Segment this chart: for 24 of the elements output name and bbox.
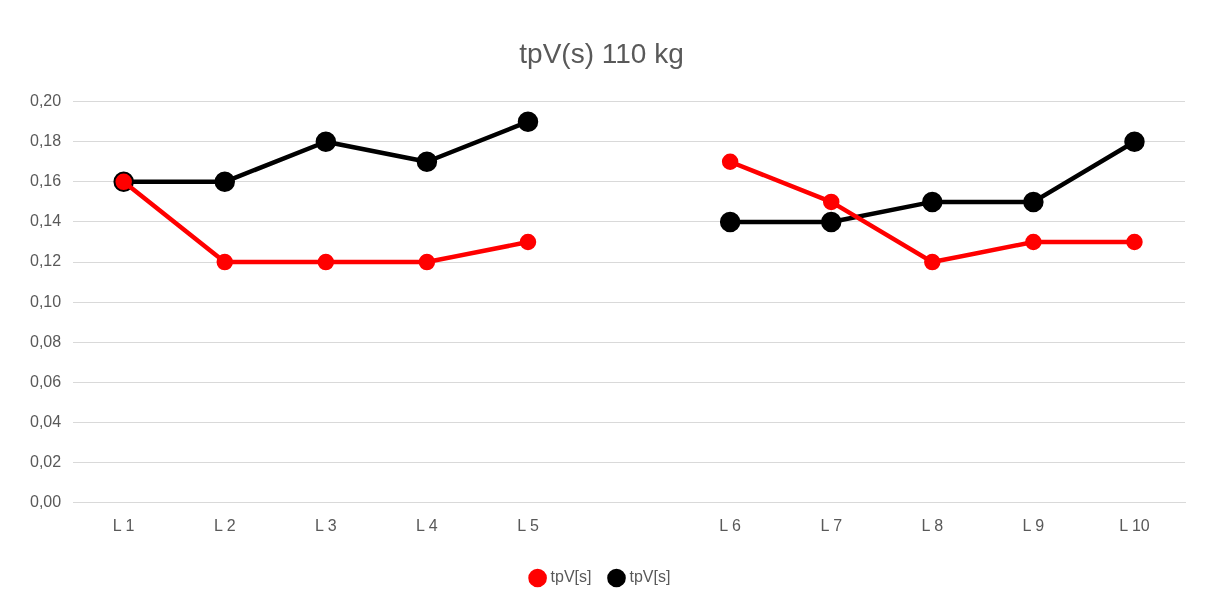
- x-tick-label: L 5: [517, 516, 539, 534]
- x-tick-label: L 3: [315, 516, 337, 534]
- y-tick-label: 0,18: [30, 132, 62, 150]
- x-tick-label: L 6: [719, 516, 742, 534]
- x-tick-label: L 1: [112, 516, 135, 534]
- y-tick-label: 0,20: [30, 92, 62, 110]
- legend-label: tpV[s]: [629, 568, 671, 586]
- y-tick-label: 0,10: [30, 292, 62, 310]
- y-tick-label: 0,06: [30, 372, 62, 390]
- y-tick-label: 0,16: [30, 172, 62, 190]
- x-tick-label: L 4: [416, 516, 438, 534]
- x-tick-label: L 7: [820, 516, 843, 534]
- x-tick-label: L 10: [1119, 516, 1150, 534]
- y-tick-label: 0,14: [30, 212, 62, 230]
- y-tick-label: 0,00: [30, 493, 62, 511]
- y-tick-label: 0,02: [30, 453, 62, 471]
- y-tick-label: 0,12: [30, 252, 62, 270]
- legend-label: tpV[s]: [550, 568, 592, 586]
- x-tick-label: L 2: [213, 516, 236, 534]
- y-tick-label: 0,08: [30, 332, 62, 350]
- x-tick-label: L 9: [1022, 516, 1045, 534]
- x-tick-label: L 8: [921, 516, 944, 534]
- y-tick-label: 0,04: [30, 412, 62, 430]
- chart-title: tpV(s) 110 kg: [519, 37, 684, 69]
